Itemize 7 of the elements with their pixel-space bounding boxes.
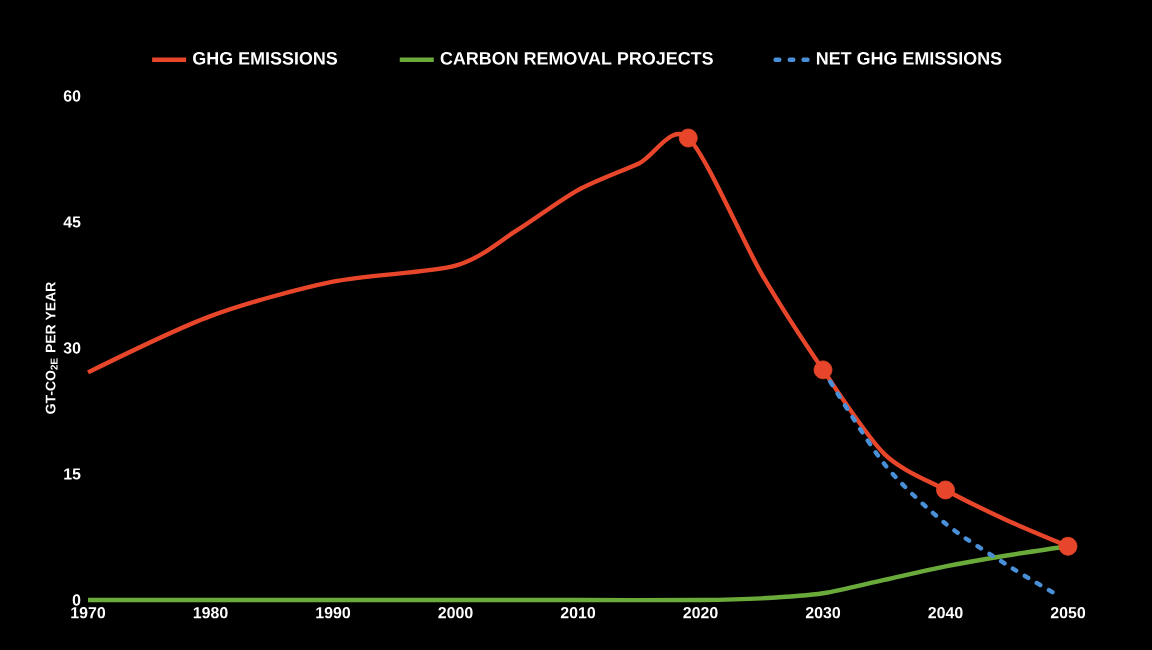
legend-label: NET GHG EMISSIONS [816, 51, 1002, 65]
point [1058, 536, 1078, 556]
point [936, 480, 955, 500]
legend-label: GHG EMISSIONS [193, 51, 338, 65]
point [678, 128, 698, 148]
legend-label: CARBON REMOVAL PROJECTS [440, 51, 713, 65]
point [813, 360, 833, 380]
